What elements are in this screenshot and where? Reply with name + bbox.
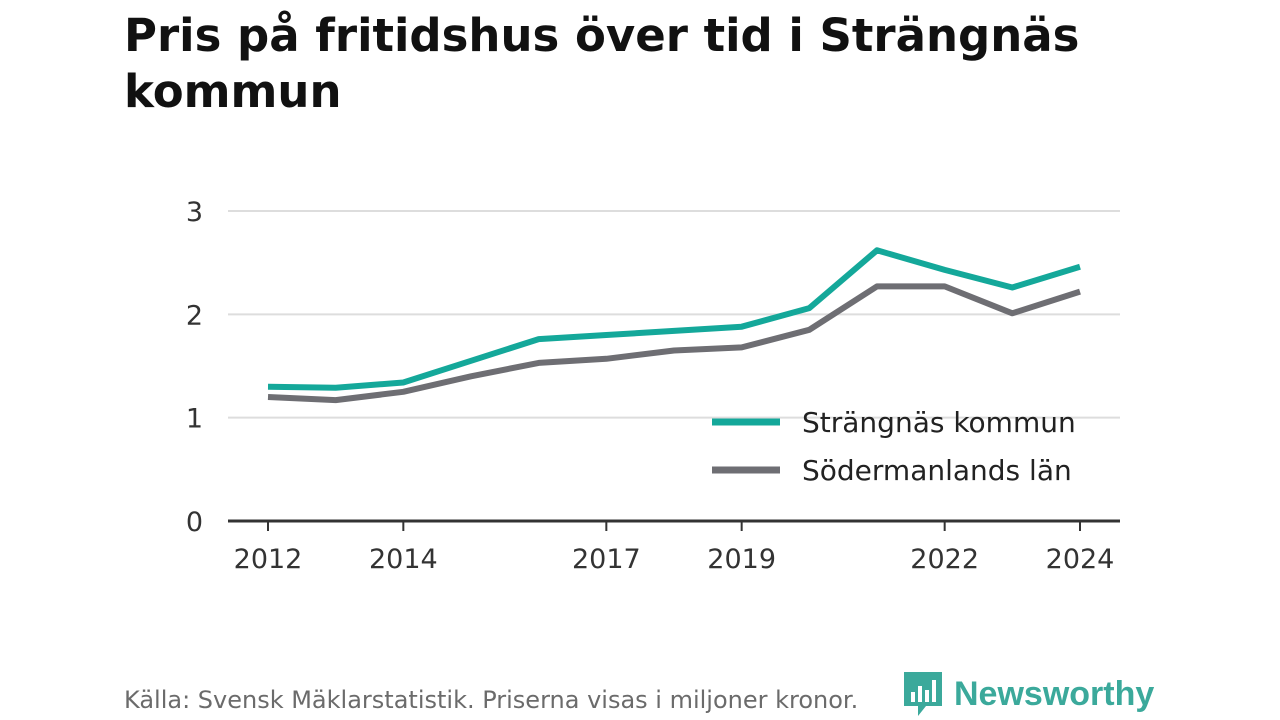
x-axis-ticks: 2012 2014 2017 2019 2022 2024 [234, 521, 1115, 575]
chart-title: Pris på fritidshus över tid i Strängnäs … [124, 9, 1080, 118]
x-tick-label: 2022 [910, 544, 979, 575]
legend-label-1: Södermanlands län [802, 454, 1072, 487]
y-tick-label: 3 [186, 197, 203, 228]
grid-lines [228, 210, 1120, 419]
x-tick-label: 2019 [707, 544, 776, 575]
y-tick-label: 2 [186, 300, 203, 331]
y-tick-label: 1 [186, 404, 203, 435]
y-axis-ticks: 0 1 2 3 [186, 197, 203, 538]
series-line-0 [267, 247, 1081, 391]
y-tick-label: 0 [186, 507, 203, 538]
brand-name: Newsworthy [954, 674, 1155, 713]
x-tick-label: 2024 [1046, 544, 1115, 575]
legend-label-0: Strängnäs kommun [802, 406, 1076, 439]
series-line-1 [267, 283, 1081, 404]
x-tick-label: 2014 [369, 544, 438, 575]
x-tick-label: 2017 [572, 544, 641, 575]
brand-logo: Newsworthy [902, 670, 1154, 718]
source-note: Källa: Svensk Mäklarstatistik. Priserna … [124, 686, 859, 714]
newsworthy-logo-icon [904, 672, 942, 716]
x-tick-label: 2012 [234, 544, 303, 575]
legend: Strängnäs kommun Södermanlands län [712, 406, 1076, 487]
series-lines [267, 247, 1081, 404]
